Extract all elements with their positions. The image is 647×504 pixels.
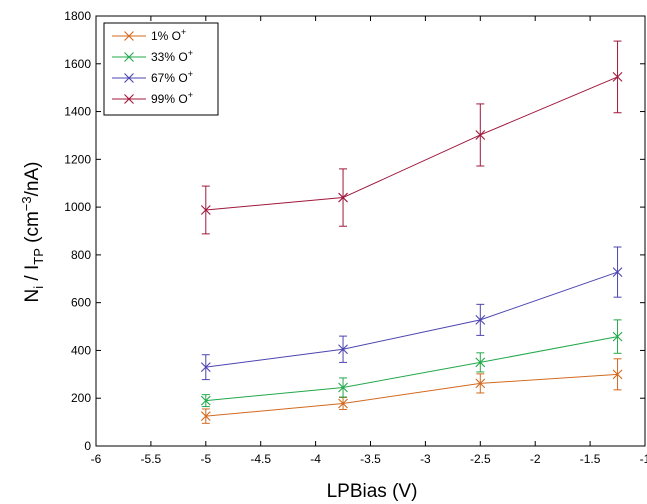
- y-tick-label: 1200: [64, 152, 91, 166]
- ylabel-unit-sup: −3: [19, 196, 34, 211]
- legend-name: 1% O: [151, 29, 181, 43]
- legend-name: 33% O: [151, 50, 188, 64]
- data-point: [200, 362, 211, 373]
- y-axis-label: Ni / ITP (cm−3/nA): [19, 162, 46, 303]
- x-tick-label: -4.5: [250, 452, 271, 466]
- y-tick-label: 200: [71, 391, 91, 405]
- data-point: [612, 72, 623, 82]
- data-point: [338, 344, 348, 355]
- ylabel-n: N: [22, 289, 43, 303]
- x-tick-label: -2.5: [470, 452, 491, 466]
- series-line: [205, 76, 618, 211]
- legend-name-sup: +: [188, 69, 193, 79]
- x-tick-label: -4: [310, 452, 321, 466]
- y-tick-label: 1800: [64, 9, 91, 23]
- data-point: [475, 130, 486, 140]
- data-point: [338, 382, 348, 393]
- data-point: [338, 398, 348, 409]
- y-tick-label: 800: [71, 248, 91, 262]
- y-tick-label: 1000: [64, 200, 91, 214]
- x-tick-label: -2: [530, 452, 541, 466]
- data-point: [338, 192, 348, 203]
- legend-box: [103, 22, 219, 116]
- x-tick-label: -6: [91, 452, 102, 466]
- legend-marker: [124, 52, 134, 62]
- data-point: [200, 411, 211, 422]
- svg-text:Ni / ITP (cm−3/nA): Ni / ITP (cm−3/nA): [19, 162, 46, 303]
- series-line: [205, 373, 618, 417]
- data-point: [475, 357, 486, 368]
- legend-name: 67% O: [151, 71, 188, 85]
- ylabel-i-sub: TP: [31, 248, 46, 265]
- series-line: [205, 271, 618, 368]
- legend-name-sup: +: [188, 90, 193, 100]
- legend-label: 67% O+: [151, 69, 193, 85]
- y-tick-label: 1400: [64, 105, 91, 119]
- series-line: [205, 336, 618, 402]
- y-tick-label: 600: [71, 296, 91, 310]
- ylabel-unit-end: /nA): [22, 162, 43, 197]
- x-tick-label: -1.5: [580, 452, 601, 466]
- x-tick-label: -3: [420, 452, 431, 466]
- data-point: [200, 205, 211, 215]
- data-point: [475, 378, 486, 389]
- x-axis-label: LPBias (V): [327, 481, 418, 502]
- data-point: [612, 369, 623, 380]
- y-tick-label: 0: [84, 439, 91, 453]
- legend-name-sup: +: [181, 27, 186, 37]
- ylabel-unit: (cm: [22, 211, 43, 248]
- data-point: [612, 331, 623, 342]
- y-tick-label: 1600: [64, 57, 91, 71]
- ylabel-n-sub: i: [31, 286, 46, 289]
- x-tick-label: -3.5: [360, 452, 381, 466]
- ylabel-sep: / I: [22, 265, 43, 286]
- legend-marker: [124, 94, 134, 104]
- legend-marker: [124, 73, 134, 83]
- data-point: [200, 395, 211, 406]
- legend-label: 99% O+: [151, 90, 193, 106]
- legend-name: 99% O: [151, 92, 188, 106]
- legend-label: 1% O+: [151, 27, 186, 43]
- y-tick-label: 400: [71, 343, 91, 357]
- legend-name-sup: +: [188, 48, 193, 58]
- data-point: [475, 314, 486, 325]
- data-point: [612, 267, 623, 277]
- x-tick-label: -5: [200, 452, 211, 466]
- x-tick-label: -5.5: [141, 452, 162, 466]
- legend-label: 33% O+: [151, 48, 193, 64]
- legend-marker: [124, 31, 134, 41]
- x-tick-label: -1: [640, 452, 647, 466]
